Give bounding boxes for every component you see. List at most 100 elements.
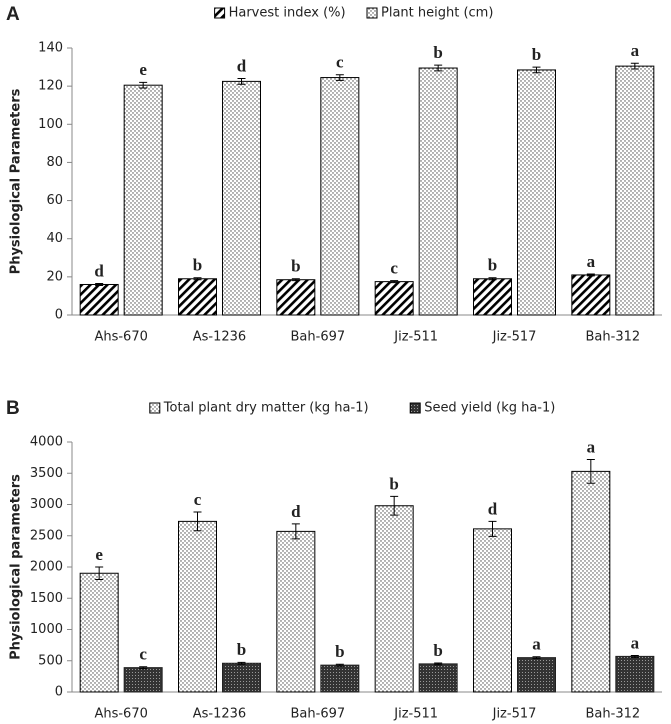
significance-letter: a bbox=[587, 252, 596, 271]
significance-letter: b bbox=[532, 45, 541, 64]
significance-letter: a bbox=[631, 633, 640, 652]
error-bar bbox=[193, 511, 202, 532]
bar bbox=[418, 67, 458, 316]
significance-letter: b bbox=[291, 257, 300, 276]
bar bbox=[178, 278, 217, 316]
bar bbox=[374, 505, 414, 693]
bar bbox=[123, 667, 163, 693]
legend-label: Total plant dry matter (kg ha-1) bbox=[163, 401, 369, 416]
bar bbox=[123, 84, 163, 316]
error-bar bbox=[586, 459, 595, 484]
y-tick-label: 60 bbox=[46, 193, 63, 208]
significance-letter: a bbox=[631, 41, 640, 60]
significance-letter: b bbox=[335, 642, 344, 661]
x-tick-label: Jiz-517 bbox=[492, 330, 537, 345]
significance-letter: c bbox=[390, 259, 398, 278]
bar bbox=[473, 528, 512, 693]
bar bbox=[418, 663, 458, 693]
y-tick-label: 3000 bbox=[30, 497, 63, 512]
error-bar bbox=[532, 656, 541, 660]
bar bbox=[222, 662, 261, 693]
significance-letter: e bbox=[139, 60, 147, 79]
error-bar bbox=[532, 66, 541, 74]
error-bar bbox=[586, 273, 595, 277]
bar bbox=[320, 664, 360, 693]
error-bar bbox=[237, 78, 246, 85]
y-tick-label: 0 bbox=[55, 685, 63, 700]
error-bar bbox=[139, 666, 148, 670]
bar bbox=[473, 278, 512, 316]
legend-swatch bbox=[409, 402, 421, 414]
error-bar bbox=[488, 520, 497, 537]
error-bar bbox=[434, 662, 443, 666]
significance-letter: c bbox=[194, 490, 202, 509]
bar bbox=[79, 283, 119, 316]
x-tick-label: As-1236 bbox=[193, 707, 246, 722]
significance-letter: b bbox=[433, 641, 442, 660]
error-bar bbox=[193, 277, 202, 281]
y-tick-label: 2500 bbox=[30, 528, 63, 543]
legend-label: Plant height (cm) bbox=[381, 6, 493, 21]
bar bbox=[320, 77, 360, 316]
legend-swatch bbox=[366, 7, 378, 19]
bar bbox=[615, 65, 655, 316]
error-bar bbox=[139, 81, 148, 89]
significance-letter: e bbox=[95, 545, 103, 564]
error-bar bbox=[291, 523, 300, 540]
y-axis-title: Physiological parameters bbox=[9, 474, 24, 660]
error-bar bbox=[488, 277, 497, 281]
x-tick-label: Bah-312 bbox=[586, 330, 641, 345]
panel-label: B bbox=[6, 398, 20, 419]
x-tick-label: Jiz-511 bbox=[393, 330, 438, 345]
significance-letter: c bbox=[336, 53, 344, 72]
significance-letter: b bbox=[433, 43, 442, 62]
bar bbox=[276, 530, 316, 693]
x-tick-label: Ahs-670 bbox=[94, 330, 147, 345]
error-bar bbox=[630, 62, 639, 70]
y-tick-label: 20 bbox=[46, 269, 63, 284]
y-tick-label: 0 bbox=[55, 308, 63, 323]
significance-letter: a bbox=[587, 437, 596, 456]
y-tick-label: 3500 bbox=[30, 466, 63, 481]
bar bbox=[571, 470, 611, 693]
x-tick-label: Jiz-517 bbox=[492, 707, 537, 722]
error-bar bbox=[390, 280, 399, 284]
y-tick-label: 120 bbox=[38, 79, 63, 94]
error-bar bbox=[95, 283, 104, 286]
significance-letter: b bbox=[389, 474, 398, 493]
error-bar bbox=[237, 661, 246, 665]
error-bar bbox=[95, 566, 104, 580]
x-tick-label: Bah-697 bbox=[291, 707, 346, 722]
x-tick-label: Bah-312 bbox=[586, 707, 641, 722]
bar bbox=[374, 281, 414, 316]
significance-letter: b bbox=[193, 256, 202, 275]
x-tick-label: Ahs-670 bbox=[94, 707, 147, 722]
y-tick-label: 1500 bbox=[30, 591, 63, 606]
y-tick-label: 40 bbox=[46, 231, 63, 246]
error-bar bbox=[390, 495, 399, 516]
bar bbox=[222, 80, 261, 316]
panel-label: A bbox=[6, 4, 20, 25]
bar bbox=[79, 572, 119, 693]
y-tick-label: 2000 bbox=[30, 560, 63, 575]
y-tick-label: 140 bbox=[38, 41, 63, 56]
legend-swatch bbox=[149, 402, 161, 414]
bar bbox=[178, 520, 217, 693]
legend-swatch bbox=[214, 7, 226, 19]
bar bbox=[615, 655, 655, 693]
y-tick-label: 500 bbox=[38, 653, 63, 668]
significance-letter: d bbox=[291, 502, 301, 521]
significance-letter: b bbox=[488, 256, 497, 275]
bar bbox=[517, 657, 556, 693]
significance-letter: d bbox=[237, 56, 247, 75]
y-tick-label: 4000 bbox=[30, 435, 63, 450]
significance-letter: d bbox=[94, 261, 104, 280]
bar bbox=[571, 274, 611, 316]
bar bbox=[276, 279, 316, 316]
error-bar bbox=[335, 663, 344, 667]
error-bar bbox=[630, 654, 639, 658]
legend-label: Harvest index (%) bbox=[229, 6, 346, 21]
significance-letter: a bbox=[532, 635, 541, 654]
error-bar bbox=[291, 278, 300, 282]
